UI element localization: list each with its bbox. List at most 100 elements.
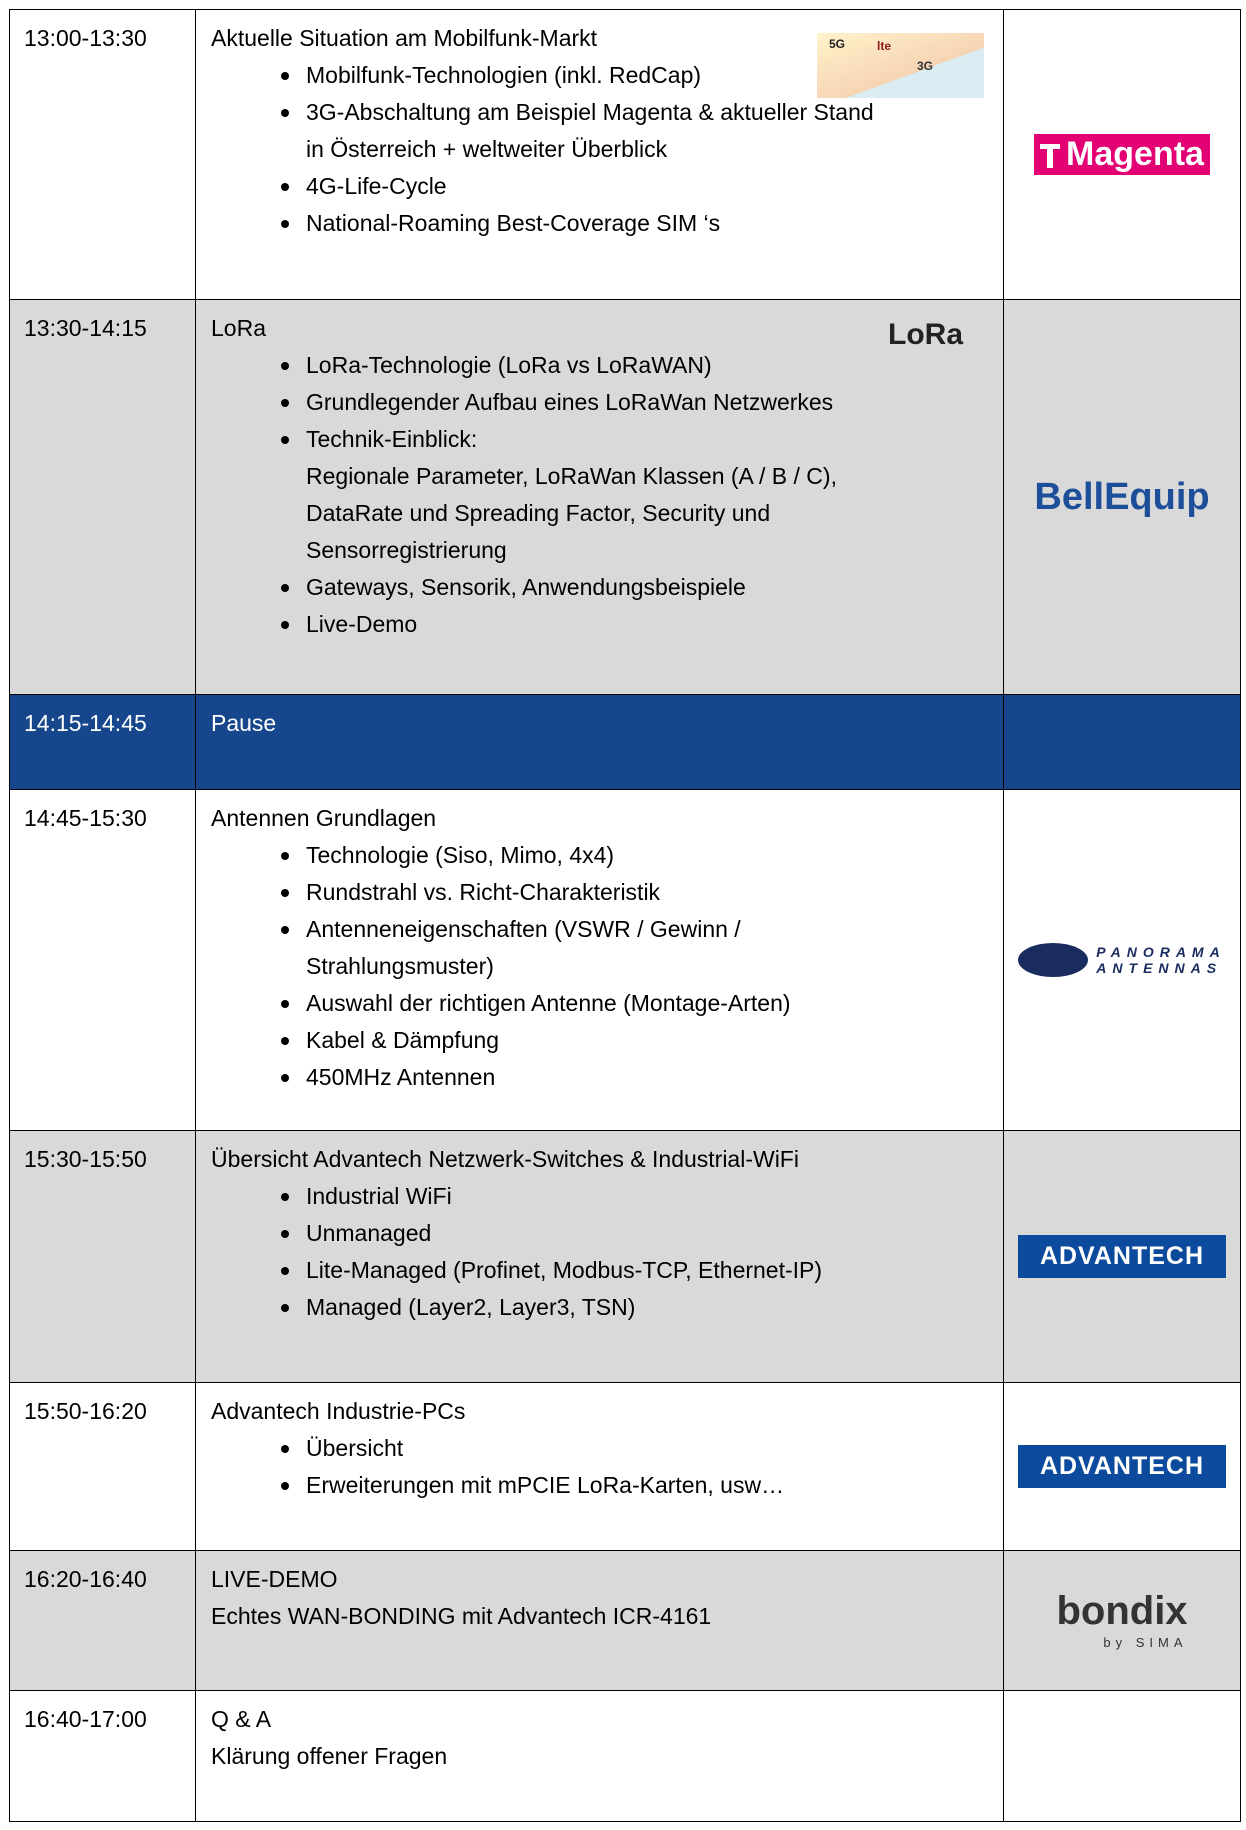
bullet-item: 450MHz Antennen: [211, 1059, 1003, 1096]
panorama-logo: PANORAMA ANTENNAS: [1018, 943, 1225, 977]
time: 14:15-14:45: [10, 695, 196, 789]
bullet-line: 450MHz Antennen: [306, 1064, 496, 1090]
bullet-item: 4G-Life-Cycle: [211, 168, 1003, 205]
logo-icon: [1040, 142, 1061, 168]
bullet-line: Mobilfunk-Technologien (inkl. RedCap): [306, 62, 702, 88]
advantech-logo: ADVANTECH: [1017, 1445, 1227, 1488]
bullet-item: Technik-Einblick: Regionale Parameter, Lo…: [211, 421, 1003, 569]
bullet-line: DataRate und Spreading Factor, Security …: [306, 500, 771, 526]
bullet-line: Technologie (Siso, Mimo, 4x4): [306, 842, 615, 868]
bullet-item: Übersicht: [211, 1430, 1003, 1467]
agenda-table: 13:00-13:30 Aktuelle Situation am Mobilfu…: [9, 9, 1241, 1822]
agenda-row: 15:30-15:50 Übersicht Advantech Netzwerk-…: [9, 1131, 1241, 1383]
logo-text: Magenta: [1066, 135, 1204, 173]
bullet-item: Mobilfunk-Technologien (inkl. RedCap): [211, 57, 1003, 94]
network-image: 5G lte 3G: [817, 33, 984, 98]
sponsor: ADVANTECH: [1004, 1131, 1240, 1382]
sponsor: BellEquip: [1004, 300, 1240, 694]
bullet-item: Industrial WiFi: [211, 1178, 1003, 1215]
agenda-row: 16:40-17:00 Q & A Klärung offener Fragen: [9, 1691, 1241, 1822]
bullet-line: Live-Demo: [306, 611, 418, 637]
session-title: Aktuelle Situation am Mobilfunk-Markt: [211, 25, 598, 51]
sponsor: PANORAMA ANTENNAS: [1004, 790, 1240, 1130]
bullet-line: Unmanaged: [306, 1220, 432, 1246]
bullet-line: Antenneneigenschaften (VSWR / Gewinn /: [306, 916, 741, 942]
session-title: Antennen Grundlagen: [211, 805, 437, 831]
session-line: Echtes WAN-BONDING mit Advantech ICR-416…: [211, 1603, 712, 1629]
session-title: Advantech Industrie-PCs: [211, 1398, 466, 1424]
bullet-item: Gateways, Sensorik, Anwendungsbeispiele: [211, 569, 1003, 606]
bullet-line: Grundlegender Aufbau eines LoRaWan Netzw…: [306, 389, 834, 415]
bullet-item: Rundstrahl vs. Richt-Charakteristik: [211, 874, 1003, 911]
time: 15:30-15:50: [10, 1131, 196, 1382]
bullet-item: Antenneneigenschaften (VSWR / Gewinn / St…: [211, 911, 1003, 985]
session: Pause: [196, 695, 1004, 789]
bullet-line: Gateways, Sensorik, Anwendungsbeispiele: [306, 574, 746, 600]
session-title: LoRa: [211, 315, 266, 341]
bullet-line: 4G-Life-Cycle: [306, 173, 447, 199]
sponsor: [1004, 1691, 1240, 1821]
session: Aktuelle Situation am Mobilfunk-Markt Mob…: [196, 10, 1004, 299]
time: 13:30-14:15: [10, 300, 196, 694]
logo-text: PANORAMA ANTENNAS: [1096, 944, 1225, 976]
sponsor: ADVANTECH: [1004, 1383, 1240, 1550]
bullet-item: Technologie (Siso, Mimo, 4x4): [211, 837, 1003, 874]
bullet-line: Sensorregistrierung: [306, 537, 507, 563]
session-title: Q & A: [211, 1706, 272, 1732]
bullet-line: Technik-Einblick:: [306, 426, 478, 452]
sponsor: bondix by SIMA: [1004, 1551, 1240, 1690]
session: LIVE-DEMO Echtes WAN-BONDING mit Advantec…: [196, 1551, 1004, 1690]
agenda-row: 14:45-15:30 Antennen Grundlagen Technologi…: [9, 790, 1241, 1131]
magenta-logo: Magenta: [1034, 134, 1210, 175]
session: LoRa LoRa-Technologie (LoRa vs LoRaWAN) Gr…: [196, 300, 1004, 694]
bullet-line: 3G-Abschaltung am Beispiel Magenta & akt…: [306, 99, 874, 125]
bullet-line: Auswahl der richtigen Antenne (Montage-A…: [306, 990, 791, 1016]
logo-line: ANTENNAS: [1096, 960, 1223, 976]
bullet-item: 3G-Abschaltung am Beispiel Magenta & akt…: [211, 94, 1003, 168]
bullet-line: Industrial WiFi: [306, 1183, 452, 1209]
bullet-line: in Österreich + weltweiter Überblick: [306, 136, 668, 162]
bullet-item: Kabel & Dämpfung: [211, 1022, 1003, 1059]
bullet-item: LoRa-Technologie (LoRa vs LoRaWAN): [211, 347, 1003, 384]
bullet-line: Strahlungsmuster): [306, 953, 494, 979]
time: 16:20-16:40: [10, 1551, 196, 1690]
session: Advantech Industrie-PCs Übersicht Erweiter…: [196, 1383, 1004, 1550]
bullet-line: Rundstrahl vs. Richt-Charakteristik: [306, 879, 661, 905]
bullet-item: Grundlegender Aufbau eines LoRaWan Netzw…: [211, 384, 1003, 421]
logo-icon: [1018, 943, 1089, 977]
session: Übersicht Advantech Netzwerk-Switches & …: [196, 1131, 1004, 1382]
session-line: Klärung offener Fragen: [211, 1743, 448, 1769]
image-label: 5G: [829, 37, 846, 51]
bellequip-logo: BellEquip: [1034, 475, 1210, 518]
agenda-row: 13:00-13:30 Aktuelle Situation am Mobilfu…: [9, 9, 1241, 300]
advantech-logo: ADVANTECH: [1017, 1235, 1227, 1278]
bullet-item: Lite-Managed (Profinet, Modbus-TCP, Ethe…: [211, 1252, 1003, 1289]
bullet-item: Unmanaged: [211, 1215, 1003, 1252]
agenda-row: 14:15-14:45 Pause: [9, 695, 1241, 790]
bullet-line: Übersicht: [306, 1435, 404, 1461]
agenda-row: 15:50-16:20 Advantech Industrie-PCs Übersi…: [9, 1383, 1241, 1551]
bullet-line: Erweiterungen mit mPCIE LoRa-Karten, usw…: [306, 1472, 785, 1498]
sponsor: [1004, 695, 1240, 789]
session: Q & A Klärung offener Fragen: [196, 1691, 1004, 1821]
bullet-line: Lite-Managed (Profinet, Modbus-TCP, Ethe…: [306, 1257, 823, 1283]
logo-subtext: by SIMA: [1103, 1634, 1188, 1650]
bullet-item: Live-Demo: [211, 606, 1003, 643]
bullet-item: Managed (Layer2, Layer3, TSN): [211, 1289, 1003, 1326]
session-title: Übersicht Advantech Netzwerk-Switches & …: [211, 1146, 799, 1172]
time: 14:45-15:30: [10, 790, 196, 1130]
agenda-row: 16:20-16:40 LIVE-DEMO Echtes WAN-BONDING m…: [9, 1551, 1241, 1691]
bullet-line: National-Roaming Best-Coverage SIM ‘s: [306, 210, 721, 236]
logo-line: PANORAMA: [1096, 944, 1226, 960]
image-label: lte: [877, 39, 892, 53]
sponsor: Magenta: [1004, 10, 1240, 299]
bondix-logo: bondix by SIMA: [1056, 1589, 1187, 1653]
agenda-row: 13:30-14:15 LoRa LoRa-Technologie (LoRa vs…: [9, 300, 1241, 695]
lora-logo: LoRa: [888, 318, 963, 351]
bullet-line: Managed (Layer2, Layer3, TSN): [306, 1294, 636, 1320]
logo-text: bondix: [1056, 1588, 1188, 1633]
session-title: LIVE-DEMO: [211, 1566, 338, 1592]
session: Antennen Grundlagen Technologie (Siso, Mi…: [196, 790, 1004, 1130]
bullet-item: Erweiterungen mit mPCIE LoRa-Karten, usw…: [211, 1467, 1003, 1504]
